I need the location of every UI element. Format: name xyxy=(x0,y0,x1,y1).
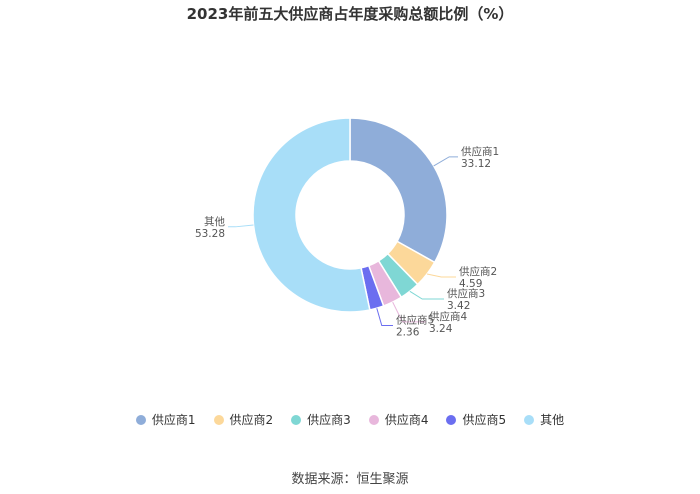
legend-label: 供应商3 xyxy=(307,413,351,427)
legend-item-2[interactable]: 供应商2 xyxy=(213,411,274,428)
legend-item-6[interactable]: 其他 xyxy=(524,411,564,428)
legend-item-5[interactable]: 供应商5 xyxy=(446,411,506,428)
slice-4-leader-line xyxy=(392,301,426,323)
legend-marker xyxy=(213,414,224,425)
slice-1-leader-line xyxy=(433,156,458,167)
slice-5-name-label: 供应商5 xyxy=(396,314,434,327)
legend-label: 其他 xyxy=(540,413,565,427)
legend-item-4[interactable]: 供应商4 xyxy=(368,411,429,428)
slice-6-value-label: 53.28 xyxy=(195,228,225,240)
chart-title: 2023年前五大供应商占年度采购总额比例（%） xyxy=(186,5,514,23)
legend-item-1[interactable]: 供应商1 xyxy=(135,411,196,428)
slice-6-name-label: 其他 xyxy=(204,215,225,228)
slice-1-name-label: 供应商1 xyxy=(461,145,499,158)
legend-item-3[interactable]: 供应商3 xyxy=(291,411,351,428)
slice-6-leader-line xyxy=(228,224,254,228)
slice-1-arc[interactable] xyxy=(349,117,448,264)
legend-marker xyxy=(446,414,457,425)
slice-2-leader-line xyxy=(426,273,456,278)
legend-label: 供应商5 xyxy=(462,413,507,427)
legend-label: 供应商1 xyxy=(151,413,196,427)
slice-2-name-label: 供应商2 xyxy=(459,265,497,278)
slice-3-name-label: 供应商3 xyxy=(447,287,485,300)
legend-marker xyxy=(135,414,146,425)
legend-marker xyxy=(368,414,379,425)
slices-group xyxy=(252,117,448,313)
slice-5-leader-line xyxy=(376,308,393,327)
slice-5-value-label: 2.36 xyxy=(396,327,420,339)
legend-marker xyxy=(291,414,302,425)
slice-3-leader-line xyxy=(409,290,444,300)
legend-label: 供应商2 xyxy=(229,413,274,427)
slice-6-arc[interactable] xyxy=(252,117,371,313)
slice-1-value-label: 33.12 xyxy=(461,158,491,170)
legend-label: 供应商4 xyxy=(384,413,429,427)
slice-3-value-label: 3.42 xyxy=(447,300,470,312)
slice-4-name-label: 供应商4 xyxy=(429,310,467,323)
slice-4-value-label: 3.24 xyxy=(429,323,453,335)
legend-marker xyxy=(524,414,535,425)
legend: 供应商1 供应商2 供应商3 供应商4 供应商5 其他 xyxy=(0,411,700,428)
slice-2-value-label: 4.59 xyxy=(459,278,482,290)
data-source: 数据来源：恒生聚源 xyxy=(291,472,409,487)
